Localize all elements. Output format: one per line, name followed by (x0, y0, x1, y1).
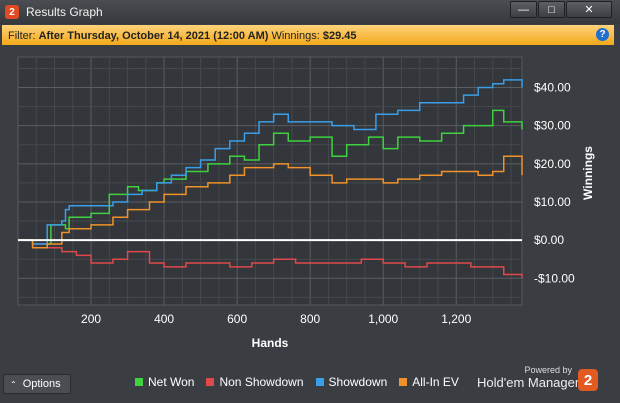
close-button[interactable]: ✕ (566, 1, 612, 18)
brand-logo-icon: 2 (578, 369, 598, 391)
legend-label: Non Showdown (219, 375, 304, 389)
legend-swatch (315, 378, 324, 386)
x-tick-label: 600 (227, 312, 247, 326)
y-tick-label: $20.00 (534, 157, 571, 171)
chart-axes: 200 400 600 800 1,000 1,200 $40.00 $30.00 $20.00… (18, 81, 595, 350)
winnings-value: $29.45 (322, 30, 357, 42)
filter-prefix: Filter: (8, 30, 36, 42)
legend-label: Net Won (148, 375, 195, 389)
series-line-showdown (18, 79, 523, 245)
y-tick-label: $30.00 (534, 119, 571, 133)
y-tick-label: $10.00 (534, 195, 571, 209)
y-axis-label: Winnings (581, 146, 595, 200)
chart-legend: Net Won Non Showdown Showdown All-In EV (135, 375, 459, 389)
filter-value: After Thursday, October 14, 2021 (12:00 … (38, 30, 269, 42)
app-icon: 2 (5, 5, 19, 19)
x-tick-label: 1,200 (441, 312, 471, 326)
legend-swatch (399, 378, 408, 386)
series-line-non-showdown (18, 239, 523, 279)
x-tick-label: 200 (81, 312, 101, 326)
x-tick-label: 800 (300, 312, 320, 326)
y-tick-label: $0.00 (534, 233, 564, 247)
x-tick-label: 1,000 (368, 312, 398, 326)
window-title: Results Graph (26, 5, 103, 19)
y-tick-label: -$10.00 (534, 271, 575, 285)
legend-item-net-won[interactable]: Net Won (135, 375, 194, 389)
brand-name: Hold'em Manager (477, 375, 580, 390)
legend-swatch (135, 378, 143, 386)
x-tick-label: 400 (154, 312, 174, 326)
results-chart: 200 400 600 800 1,000 1,200 $40.00 $30.00 $20.00… (4, 47, 614, 367)
plot-area (17, 56, 523, 306)
legend-swatch (206, 378, 215, 386)
chart-grid (17, 56, 523, 306)
help-icon[interactable]: ? (596, 28, 609, 41)
chart-svg: 200 400 600 800 1,000 1,200 $40.00 $30.00 $20.00… (17, 56, 595, 350)
options-label: Options (22, 378, 61, 390)
title-bar[interactable]: 2 Results Graph — □ ✕ (0, 0, 620, 24)
winnings-label: Winnings: (271, 30, 320, 42)
chart-series (18, 79, 523, 279)
series-line-net-won (18, 109, 523, 249)
powered-by-label: Powered by (524, 365, 572, 375)
legend-label: Showdown (328, 375, 388, 389)
series-line-all-in-ev (18, 155, 523, 249)
legend-item-showdown[interactable]: Showdown (315, 375, 388, 389)
x-axis-label: Hands (252, 336, 289, 350)
y-tick-label: $40.00 (534, 81, 571, 95)
bottom-bar: ⌃ Options Net Won Non Showdown Showdown … (0, 365, 620, 403)
legend-label: All-In EV (412, 375, 459, 389)
filter-bar: Filter: After Thursday, October 14, 2021… (2, 25, 614, 45)
minimize-button[interactable]: — (510, 1, 537, 18)
chevron-up-icon: ⌃ (10, 379, 17, 389)
legend-item-all-in-ev[interactable]: All-In EV (399, 375, 459, 389)
options-button[interactable]: ⌃ Options (3, 374, 71, 394)
legend-item-non-showdown[interactable]: Non Showdown (206, 375, 304, 389)
maximize-button[interactable]: □ (538, 1, 565, 18)
